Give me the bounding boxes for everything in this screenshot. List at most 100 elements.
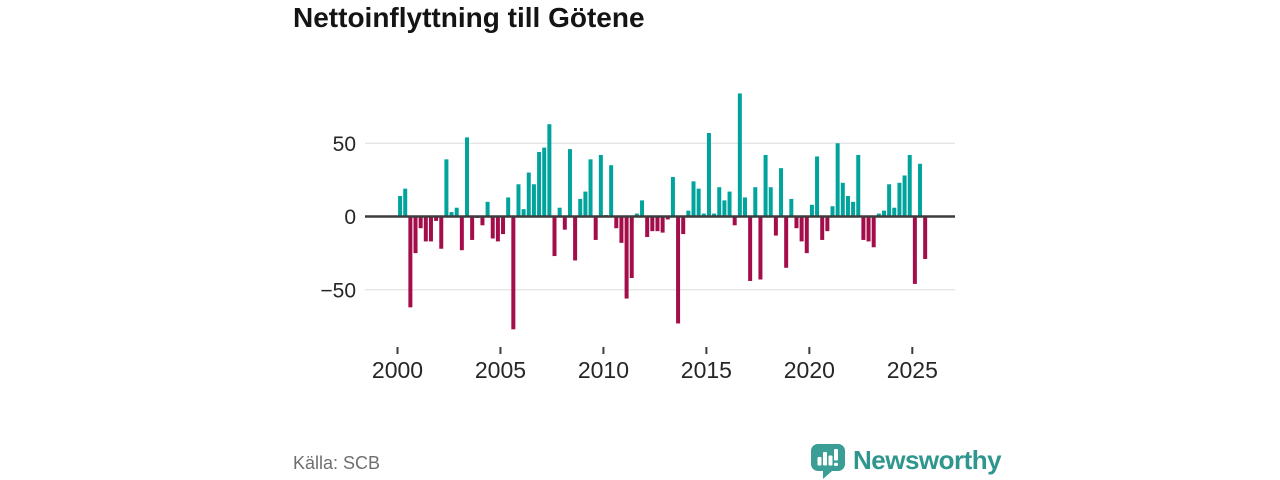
- bar: [428, 216, 433, 242]
- bar: [501, 216, 506, 235]
- bar: [902, 175, 907, 217]
- bar: [573, 216, 578, 261]
- bar: [670, 176, 675, 217]
- bar: [779, 168, 784, 217]
- brand-name: Newsworthy: [853, 445, 1002, 475]
- bar: [495, 216, 500, 242]
- bar: [923, 216, 928, 259]
- bar: [722, 200, 727, 217]
- x-tick-label: 2000: [372, 357, 423, 383]
- bar: [830, 206, 835, 217]
- bar: [892, 207, 897, 217]
- bar: [526, 172, 531, 217]
- bar: [444, 159, 449, 217]
- bar: [851, 201, 856, 217]
- bar: [449, 212, 454, 217]
- bar: [712, 213, 717, 217]
- bar: [871, 216, 876, 248]
- bar: [511, 216, 516, 330]
- bar: [737, 93, 742, 217]
- bar: [454, 207, 459, 217]
- bar: [413, 216, 418, 254]
- bar: [485, 201, 490, 217]
- bar: [815, 156, 820, 217]
- y-tick-label: −50: [320, 279, 356, 302]
- bar: [480, 216, 485, 226]
- bar: [727, 191, 732, 217]
- brand-footer: Newsworthy: [810, 443, 1002, 479]
- bar: [820, 216, 825, 240]
- bar: [825, 216, 830, 232]
- bar: [866, 216, 871, 242]
- bar: [768, 187, 773, 217]
- bar: [418, 216, 423, 229]
- x-tick-label: 2005: [475, 357, 526, 383]
- bar: [789, 198, 794, 217]
- x-tick-label: 2010: [578, 357, 629, 383]
- bar: [676, 216, 681, 324]
- bar: [773, 216, 778, 236]
- bar: [856, 154, 861, 217]
- bar: [742, 197, 747, 217]
- bar: [706, 132, 711, 217]
- bar: [804, 216, 809, 254]
- bar: [408, 216, 413, 308]
- bar: [542, 147, 547, 217]
- bar: [717, 187, 722, 217]
- bar: [681, 216, 686, 235]
- bar: [609, 165, 614, 217]
- bar: [547, 124, 552, 217]
- bar: [619, 216, 624, 243]
- bar: [470, 216, 475, 240]
- bar: [593, 216, 598, 240]
- bar: [557, 207, 562, 217]
- bar: [398, 195, 403, 217]
- bar: [753, 187, 758, 217]
- bar: [588, 159, 593, 217]
- bar: [650, 216, 655, 232]
- bar: [624, 216, 629, 299]
- bar: [634, 213, 639, 217]
- bar: [691, 181, 696, 217]
- bar: [660, 216, 665, 233]
- y-tick-label: 50: [333, 133, 356, 156]
- bar: [567, 149, 572, 217]
- bar: [799, 216, 804, 242]
- bar: [835, 143, 840, 217]
- bar: [506, 197, 511, 217]
- bar: [912, 216, 917, 284]
- bar: [423, 216, 428, 242]
- bar: [465, 137, 469, 217]
- bar: [598, 154, 603, 217]
- source-credit: Källa: SCB: [293, 453, 381, 473]
- bar: [665, 216, 670, 220]
- bar: [552, 216, 557, 257]
- bar: [887, 184, 892, 217]
- bar-chart-speech-bubble-icon: [811, 444, 845, 479]
- bar: [490, 216, 495, 239]
- bar: [696, 188, 701, 217]
- bar: [439, 216, 444, 249]
- y-tick-label: 0: [344, 206, 356, 229]
- bar: [748, 216, 753, 281]
- bar: [881, 210, 886, 217]
- bar: [794, 216, 799, 229]
- bar: [516, 184, 521, 217]
- bar: [907, 154, 912, 217]
- bar: [459, 216, 464, 251]
- bar: [578, 198, 583, 217]
- bar: [583, 191, 588, 217]
- bar: [701, 213, 706, 217]
- bar: [655, 216, 660, 232]
- bar: [861, 216, 866, 240]
- bar: [732, 216, 737, 226]
- bar: [809, 204, 814, 217]
- bar: [876, 213, 881, 217]
- bar: [763, 154, 768, 217]
- bar: [434, 216, 439, 221]
- bar: [845, 195, 850, 217]
- bar: [784, 216, 789, 268]
- bar: [645, 216, 650, 238]
- bar: [614, 216, 619, 229]
- x-tick-label: 2020: [784, 357, 835, 383]
